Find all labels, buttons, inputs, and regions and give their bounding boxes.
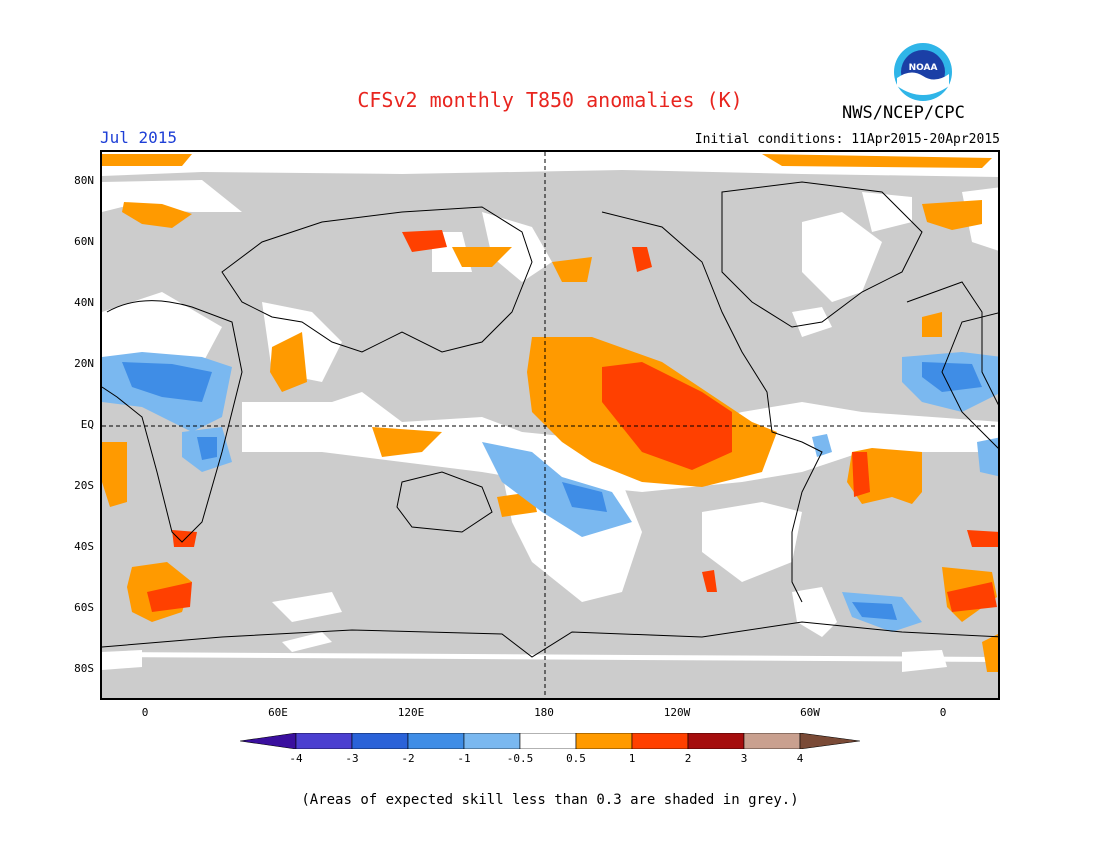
colorbar-arrow-high (799, 732, 861, 750)
valid-month: Jul 2015 (100, 128, 178, 147)
colorbar-tick: -4 (289, 752, 303, 765)
lon-label: 60W (800, 706, 820, 719)
colorbar-tick: -1 (457, 752, 471, 765)
initial-conditions: Initial conditions: 11Apr2015-20Apr2015 (694, 132, 1000, 147)
colorbar-bin (295, 732, 353, 750)
colorbar (239, 732, 861, 750)
colorbar-bin (575, 732, 633, 750)
colorbar-tick: 1 (628, 752, 636, 765)
lat-label: 40S (74, 540, 94, 553)
strong-warm-anomaly-regions (147, 230, 998, 612)
lon-label: 0 (939, 706, 947, 719)
lon-label: 120E (397, 706, 425, 719)
lat-label: 60S (74, 601, 94, 614)
colorbar-bin (519, 732, 577, 750)
lon-label: 0 (141, 706, 149, 719)
map-title: CFSv2 monthly T850 anomalies (K) (357, 88, 743, 112)
colorbar-bin (631, 732, 689, 750)
colorbar-bin (351, 732, 409, 750)
lat-label: EQ (80, 418, 94, 431)
colorbar-tick: -3 (345, 752, 359, 765)
colorbar-bin (463, 732, 521, 750)
coastlines (102, 181, 998, 658)
colorbar-tick: -2 (401, 752, 415, 765)
logo-text: NOAA (909, 63, 938, 73)
colorbar-tick: 3 (740, 752, 748, 765)
agency-label: NWS/NCEP/CPC (842, 103, 965, 123)
colorbar-arrow-low (239, 732, 297, 750)
lon-label: 180 (534, 706, 554, 719)
colorbar-bin (687, 732, 745, 750)
colorbar-tick: 4 (796, 752, 804, 765)
lat-label: 20S (74, 479, 94, 492)
colorbar-tick: -0.5 (506, 752, 534, 765)
lat-label: 40N (74, 296, 94, 309)
colorbar-bin (743, 732, 801, 750)
lat-label: 60N (74, 235, 94, 248)
lat-label: 80N (74, 174, 94, 187)
colorbar-tick: 0.5 (566, 752, 586, 765)
anomaly-map (100, 150, 1000, 700)
lat-label: 20N (74, 357, 94, 370)
colorbar-tick: 2 (684, 752, 692, 765)
map-canvas (102, 152, 998, 698)
footnote: (Areas of expected skill less than 0.3 a… (301, 792, 799, 808)
lat-label: 80S (74, 662, 94, 675)
strong-cool-anomaly-regions (122, 362, 982, 620)
noaa-logo: NOAA (893, 42, 953, 102)
colorbar-bin (407, 732, 465, 750)
lon-label: 60E (268, 706, 288, 719)
lon-label: 120W (663, 706, 691, 719)
